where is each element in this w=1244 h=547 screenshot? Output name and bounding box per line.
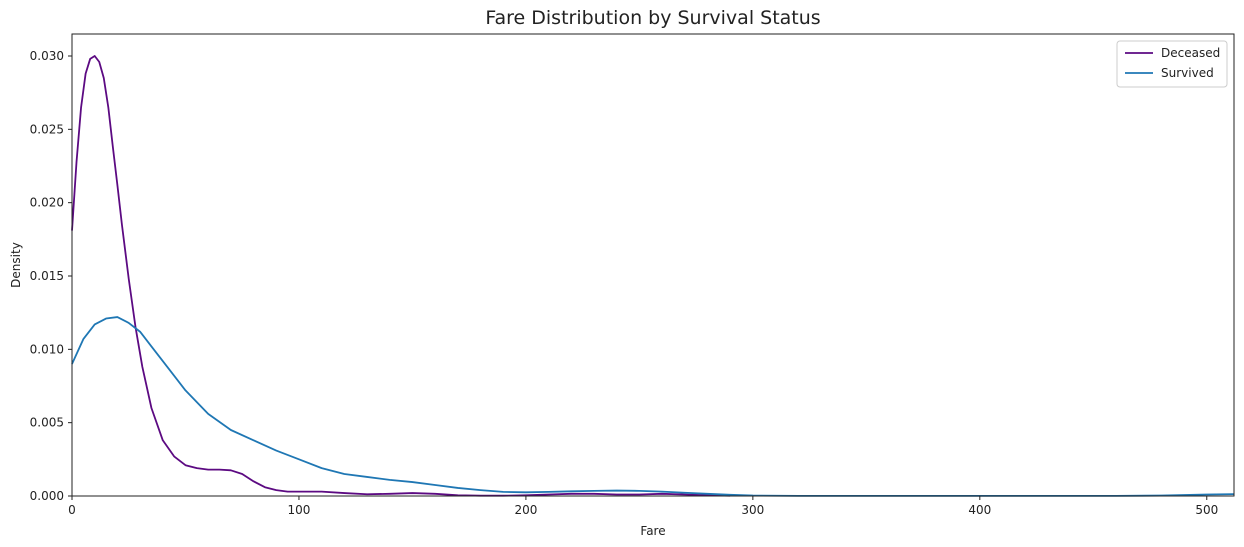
y-axis-label: Density (9, 242, 23, 288)
y-axis: 0.000 0.005 0.010 0.015 0.020 0.025 0.030 (30, 49, 72, 503)
chart-title: Fare Distribution by Survival Status (485, 7, 820, 29)
plot-area (71, 33, 1235, 497)
y-tick-label: 0.025 (30, 122, 64, 136)
y-tick-label: 0.015 (30, 269, 64, 283)
y-tick-label: 0.030 (30, 49, 64, 63)
y-tick-label: 0.005 (30, 416, 64, 430)
legend-label-deceased: Deceased (1161, 46, 1220, 60)
series-line-survived (71, 316, 1235, 497)
y-tick-label: 0.000 (30, 489, 64, 503)
y-tick-label: 0.020 (30, 196, 64, 210)
x-tick-label: 200 (514, 503, 537, 517)
series-line-deceased (71, 55, 731, 497)
legend-label-survived: Survived (1161, 66, 1214, 80)
x-axis-label: Fare (640, 524, 665, 538)
x-tick-label: 500 (1195, 503, 1218, 517)
x-tick-label: 100 (288, 503, 311, 517)
x-tick-label: 300 (741, 503, 764, 517)
legend: Deceased Survived (1116, 40, 1228, 88)
x-tick-label: 0 (68, 503, 76, 517)
x-axis: 0 100 200 300 400 500 (68, 496, 1218, 517)
y-tick-label: 0.010 (30, 342, 64, 356)
x-tick-label: 400 (968, 503, 991, 517)
plot-frame (71, 33, 1235, 497)
